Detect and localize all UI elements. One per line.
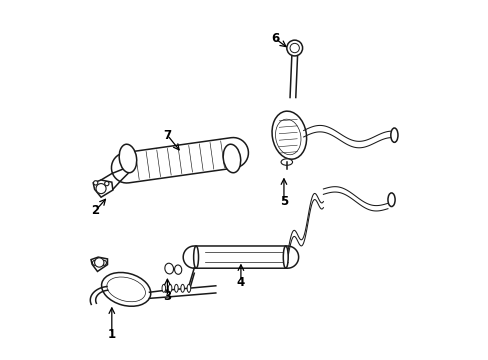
- Ellipse shape: [275, 119, 301, 155]
- Polygon shape: [91, 257, 107, 271]
- Circle shape: [286, 40, 302, 56]
- Ellipse shape: [102, 273, 150, 306]
- Circle shape: [289, 43, 299, 53]
- Text: 7: 7: [163, 129, 171, 142]
- Circle shape: [96, 184, 106, 194]
- Ellipse shape: [390, 128, 397, 142]
- Ellipse shape: [107, 277, 145, 302]
- Ellipse shape: [283, 246, 287, 268]
- Circle shape: [104, 181, 109, 186]
- Text: 2: 2: [91, 204, 100, 217]
- Ellipse shape: [119, 144, 137, 173]
- Ellipse shape: [174, 284, 178, 292]
- Circle shape: [101, 260, 106, 265]
- Polygon shape: [111, 138, 248, 183]
- Ellipse shape: [223, 144, 240, 173]
- Circle shape: [94, 258, 104, 267]
- Text: 3: 3: [163, 290, 171, 303]
- Text: 4: 4: [236, 276, 244, 289]
- Ellipse shape: [181, 284, 184, 292]
- Text: 5: 5: [279, 195, 287, 208]
- Circle shape: [93, 181, 98, 185]
- Ellipse shape: [281, 159, 292, 165]
- Ellipse shape: [193, 246, 198, 268]
- Ellipse shape: [168, 284, 171, 292]
- Ellipse shape: [387, 193, 394, 207]
- Text: 6: 6: [270, 32, 279, 45]
- Ellipse shape: [174, 265, 182, 274]
- Ellipse shape: [187, 284, 190, 292]
- Ellipse shape: [271, 111, 306, 159]
- Ellipse shape: [164, 263, 173, 274]
- Circle shape: [92, 260, 97, 265]
- Polygon shape: [183, 246, 298, 268]
- Polygon shape: [93, 180, 113, 197]
- Text: 1: 1: [107, 328, 116, 341]
- Ellipse shape: [162, 284, 165, 292]
